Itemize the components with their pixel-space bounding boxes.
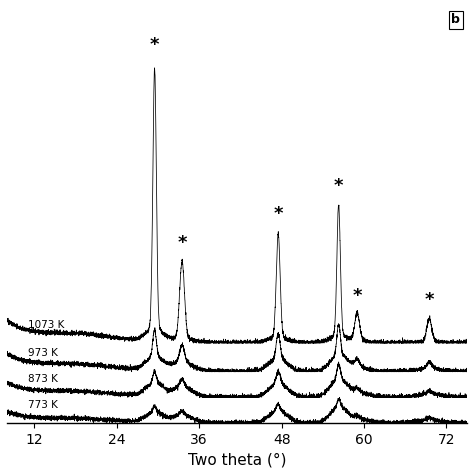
Text: 873 K: 873 K: [27, 374, 57, 384]
Text: 773 K: 773 K: [27, 400, 57, 410]
Text: b: b: [451, 13, 460, 26]
X-axis label: Two theta (°): Two theta (°): [188, 452, 286, 467]
Text: 973 K: 973 K: [27, 348, 57, 358]
Text: *: *: [425, 292, 434, 310]
Text: *: *: [177, 234, 187, 252]
Text: *: *: [150, 36, 159, 55]
Text: 1073 K: 1073 K: [27, 319, 64, 329]
Text: *: *: [334, 176, 343, 194]
Text: *: *: [353, 287, 362, 305]
Text: *: *: [273, 205, 283, 223]
